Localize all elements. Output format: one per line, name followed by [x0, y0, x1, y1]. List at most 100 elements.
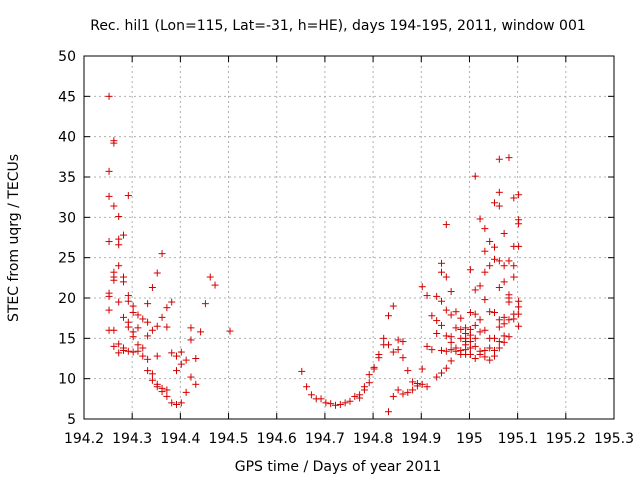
data-point — [168, 399, 176, 407]
data-point — [515, 310, 523, 318]
data-point — [466, 350, 474, 358]
data-point — [115, 241, 123, 249]
data-point — [409, 386, 417, 394]
data-point — [192, 380, 200, 388]
data-point — [115, 298, 123, 306]
y-tick-label: 40 — [58, 130, 76, 146]
data-point — [303, 383, 311, 391]
data-point — [124, 323, 132, 331]
data-point — [505, 257, 513, 265]
data-point — [298, 367, 306, 375]
data-point — [173, 400, 181, 408]
data-point — [500, 332, 508, 340]
data-point — [495, 338, 503, 346]
data-point — [466, 338, 474, 346]
x-axis-ticks: 194.2 194.3 194.4 194.5 194.6 194.7 194.8 194.9… — [64, 56, 634, 447]
data-point — [385, 341, 393, 349]
y-tick-label: 15 — [58, 331, 76, 347]
y-tick-label: 5 — [67, 412, 76, 428]
data-point — [471, 355, 479, 362]
data-points — [105, 92, 523, 416]
data-point — [452, 324, 460, 332]
data-point — [177, 360, 185, 368]
data-point — [500, 229, 508, 237]
data-point — [442, 221, 450, 229]
data-point — [187, 373, 195, 381]
data-point — [471, 342, 479, 350]
data-point — [428, 312, 436, 320]
data-point — [139, 344, 147, 352]
plot-frame — [83, 55, 615, 420]
data-point — [389, 348, 397, 356]
x-tick-label: 194.3 — [112, 431, 152, 447]
data-point — [197, 328, 205, 336]
data-point — [370, 365, 378, 373]
data-point — [105, 292, 113, 300]
data-point — [153, 383, 161, 391]
data-point — [385, 408, 393, 416]
data-point — [105, 167, 113, 175]
data-point — [491, 199, 499, 207]
data-point — [360, 386, 368, 394]
data-point — [356, 394, 364, 402]
data-point — [105, 306, 113, 314]
x-tick-label: 194.6 — [257, 431, 297, 447]
x-tick-label: 194.7 — [305, 431, 345, 447]
data-point — [327, 400, 335, 408]
data-point — [491, 309, 499, 317]
data-point — [442, 273, 450, 281]
data-point — [433, 292, 441, 300]
data-point — [153, 352, 161, 360]
data-point — [495, 284, 503, 292]
y-tick-label: 30 — [58, 210, 76, 226]
data-point — [404, 367, 412, 375]
y-tick-label: 45 — [58, 89, 76, 105]
data-point — [447, 288, 455, 296]
x-tick-label: 194.2 — [64, 431, 104, 447]
data-point — [148, 284, 156, 292]
data-point — [115, 213, 123, 221]
data-point — [438, 321, 446, 329]
data-point — [486, 308, 494, 316]
data-point — [144, 300, 152, 308]
data-point — [124, 347, 132, 355]
data-point — [486, 238, 494, 246]
data-point — [466, 331, 474, 339]
data-point — [365, 379, 373, 387]
data-point — [510, 273, 518, 281]
data-point — [418, 283, 426, 291]
data-point — [481, 326, 489, 334]
data-point — [134, 341, 142, 349]
data-point — [418, 380, 426, 388]
y-axis-ticks: 5 10 15 20 25 30 35 40 45 50 — [58, 49, 614, 428]
data-point — [177, 399, 185, 407]
data-point — [144, 367, 152, 375]
x-tick-label: 195 — [456, 431, 483, 447]
data-point — [110, 342, 118, 350]
data-point — [404, 388, 412, 396]
data-point — [192, 355, 200, 362]
data-point — [148, 326, 156, 334]
data-point — [168, 298, 176, 306]
data-point — [144, 318, 152, 326]
data-point — [399, 338, 407, 346]
data-point — [500, 320, 508, 328]
data-point — [486, 262, 494, 270]
data-point — [481, 225, 489, 233]
data-point — [158, 388, 166, 396]
data-point — [115, 349, 123, 357]
data-point — [394, 386, 402, 394]
data-point — [447, 311, 455, 319]
data-point — [394, 346, 402, 354]
data-point — [341, 399, 349, 407]
data-point — [226, 327, 234, 335]
data-point — [510, 315, 518, 323]
data-point — [182, 356, 190, 364]
data-point — [495, 257, 503, 265]
data-point — [491, 352, 499, 360]
data-point — [515, 303, 523, 311]
data-point — [182, 388, 190, 396]
data-point — [438, 346, 446, 354]
data-point — [515, 322, 523, 330]
